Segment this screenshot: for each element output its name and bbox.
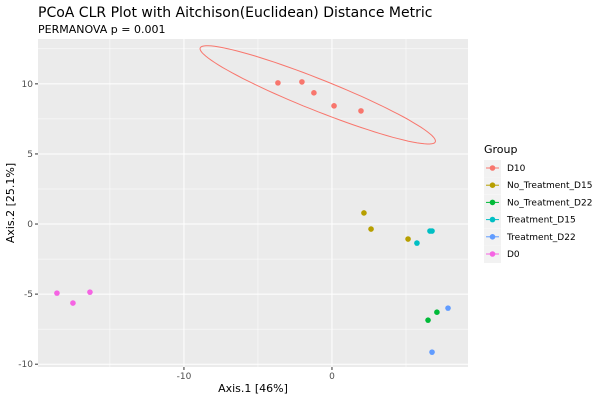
data-point-no_treatment_d15 — [368, 226, 374, 232]
data-point-treatment_d22 — [429, 349, 435, 355]
data-point-no_treatment_d22 — [434, 309, 440, 315]
legend-label: No_Treatment_D22 — [507, 198, 592, 208]
data-point-treatment_d15 — [429, 228, 435, 234]
y-axis-label: Axis.2 [25.1%] — [4, 163, 17, 243]
data-point-no_treatment_d15 — [361, 210, 367, 216]
data-point-d10 — [358, 108, 364, 114]
data-point-d0 — [87, 289, 93, 295]
legend-key-point — [489, 216, 496, 223]
chart-subtitle: PERMANOVA p = 0.001 — [38, 23, 165, 36]
legend-key-point — [489, 182, 496, 188]
d10-ellipse — [199, 45, 437, 145]
legend-label: D10 — [507, 164, 526, 174]
data-point-no_treatment_d22 — [425, 317, 431, 323]
x-tick-label: 0 — [329, 372, 335, 382]
legend-label: Treatment_D15 — [506, 216, 576, 226]
data-point-d10 — [311, 90, 317, 96]
y-tick-label: 5 — [27, 150, 33, 160]
legend-label: No_Treatment_D15 — [507, 181, 592, 191]
plot-panel — [38, 39, 468, 367]
y-tick-label: 10 — [22, 80, 34, 90]
legend-title: Group — [484, 143, 518, 156]
data-point-d0 — [70, 300, 76, 306]
data-point-d10 — [331, 103, 337, 109]
legend-label: Treatment_D22 — [506, 233, 576, 243]
legend-key-point — [489, 199, 496, 206]
data-point-d10 — [299, 79, 305, 85]
y-tick-label: -10 — [18, 360, 33, 370]
legend-key-point — [489, 234, 496, 240]
data-point-treatment_d15 — [414, 240, 420, 246]
data-point-no_treatment_d15 — [405, 236, 411, 242]
x-tick-label: -10 — [177, 372, 192, 382]
chart-title: PCoA CLR Plot with Aitchison(Euclidean) … — [38, 5, 432, 21]
legend-key-point — [489, 165, 496, 171]
data-point-treatment_d22 — [445, 305, 451, 311]
legend-label: D0 — [507, 250, 520, 260]
legend: Group D10 No_Treatment_D15 No_Treatment_D2… — [484, 143, 592, 263]
x-axis-label: Axis.1 [46%] — [218, 382, 288, 395]
legend-key-point — [489, 251, 496, 257]
y-tick-label: -5 — [24, 290, 33, 300]
y-tick-label: 0 — [27, 220, 33, 230]
data-point-d0 — [54, 290, 60, 296]
data-point-d10 — [275, 80, 281, 86]
